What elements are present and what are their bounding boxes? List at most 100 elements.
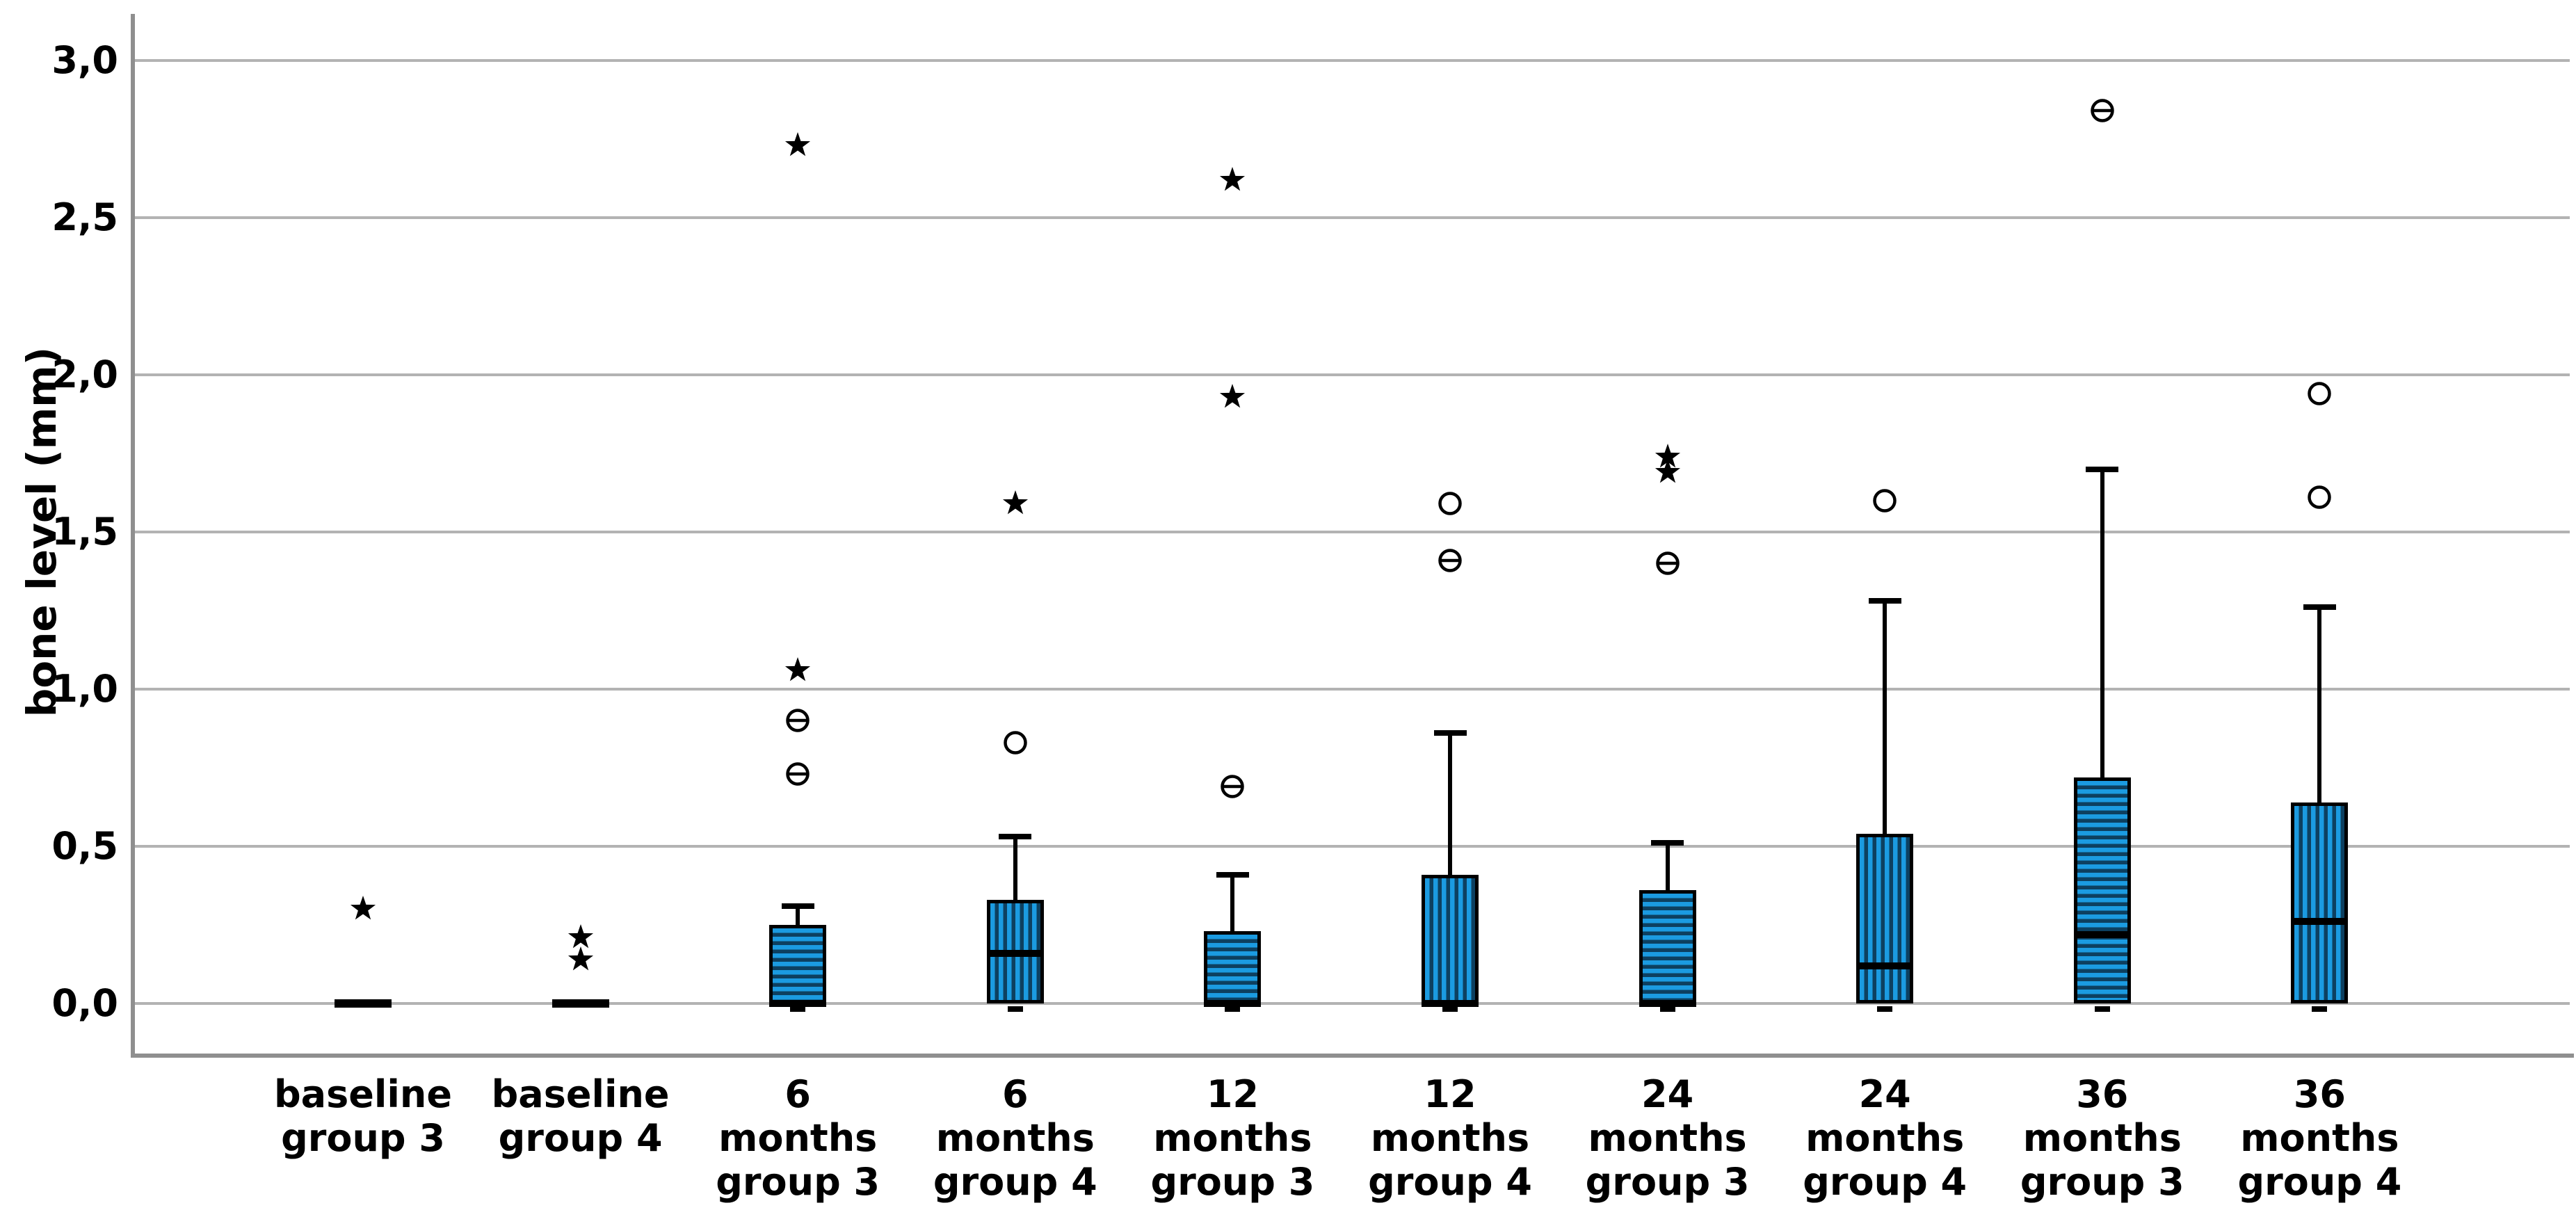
x-category-label-line: months	[2240, 1116, 2399, 1160]
whisker-cap-low	[1442, 1006, 1458, 1012]
y-tick-label: 2,0	[51, 353, 118, 396]
whisker-cap-high	[781, 903, 814, 909]
y-tick-label: 0,0	[51, 981, 118, 1025]
whisker-cap-low	[1225, 1006, 1241, 1012]
box-plot-box	[1422, 874, 1479, 1003]
x-category-label: 6 months group 3	[686, 1072, 909, 1204]
gridline	[133, 216, 2570, 219]
whisker-line	[1230, 874, 1235, 932]
x-category-label-line: months	[1805, 1116, 1965, 1160]
median-line	[2073, 930, 2131, 938]
outlier-circle-marker	[1868, 484, 1901, 517]
x-category-label-line: 12	[1424, 1072, 1476, 1116]
outlier-overlapping-circles-marker	[781, 704, 814, 737]
x-category-label-line: group 4	[1368, 1160, 1532, 1204]
x-category-label-line: group 4	[933, 1160, 1097, 1204]
x-category-label-line: months	[1588, 1116, 1747, 1160]
y-tick-label: 1,0	[51, 667, 118, 711]
gridline	[133, 688, 2570, 691]
outlier-star-marker	[781, 129, 814, 162]
x-category-label-line: 6	[1002, 1072, 1029, 1116]
y-axis-line	[131, 14, 135, 1058]
whisker-cap-high	[999, 834, 1032, 840]
median-line	[1856, 962, 1914, 969]
x-category-label: 12 months group 3	[1121, 1072, 1344, 1204]
gridline	[133, 845, 2570, 848]
x-category-label-line: months	[935, 1116, 1095, 1160]
box-plot-box	[1204, 931, 1262, 1003]
outlier-star-marker	[1216, 380, 1249, 414]
x-category-label-line: 36	[2293, 1072, 2346, 1116]
whisker-cap-high	[2303, 604, 2336, 611]
x-category-label-line: group 4	[1803, 1160, 1967, 1204]
y-tick-label: 0,5	[51, 824, 118, 868]
outlier-circle-marker	[2303, 377, 2336, 410]
whisker-cap-low	[2312, 1006, 2328, 1012]
x-category-label-line: 24	[1858, 1072, 1911, 1116]
box-plot-box	[1856, 833, 1914, 1003]
whisker-cap-high	[1868, 598, 1901, 604]
x-category-label-line: group 3	[1585, 1160, 1750, 1204]
outlier-overlapping-circles-marker	[781, 757, 814, 791]
whisker-cap-low	[2094, 1006, 2110, 1012]
x-category-label: 36 months group 3	[1991, 1072, 2214, 1204]
collapsed-box-at-zero	[552, 999, 609, 1008]
outlier-overlapping-circles-marker	[1216, 770, 1249, 803]
x-category-label: 6 months group 4	[904, 1072, 1127, 1204]
outlier-circle-marker	[1433, 487, 1467, 520]
outlier-star-marker	[999, 487, 1032, 520]
outlier-star-marker	[346, 892, 380, 926]
whisker-line	[1013, 837, 1017, 900]
x-category-label-line: group 3	[281, 1116, 445, 1160]
whisker-cap-high	[1651, 840, 1684, 846]
median-line	[1422, 1000, 1479, 1007]
median-line	[2291, 918, 2349, 926]
outlier-circle-marker	[999, 726, 1032, 759]
whisker-cap-low	[1007, 1006, 1023, 1012]
whisker-line	[796, 905, 800, 925]
outlier-star-marker	[564, 921, 597, 954]
box-plot-box	[2291, 802, 2349, 1003]
x-category-label-line: baseline	[274, 1072, 452, 1116]
outlier-circle-marker	[2303, 481, 2336, 514]
whisker-cap-high	[1216, 871, 1249, 878]
x-category-label: 12 months group 4	[1339, 1072, 1561, 1204]
outlier-star-marker	[1216, 163, 1249, 197]
outlier-overlapping-circles-marker	[1651, 547, 1684, 580]
x-category-label-line: group 4	[2237, 1160, 2402, 1204]
outlier-overlapping-circles-marker	[1433, 544, 1467, 577]
whisker-line	[2100, 469, 2104, 777]
x-category-label-line: group 4	[498, 1116, 663, 1160]
outlier-star-marker	[564, 943, 597, 976]
box-plot-box	[1639, 890, 1696, 1003]
whisker-cap-low	[790, 1006, 806, 1012]
gridline	[133, 1002, 2570, 1005]
gridline	[133, 59, 2570, 62]
outlier-star-marker	[1651, 455, 1684, 489]
whisker-line	[1665, 843, 1670, 891]
x-category-label-line: group 3	[2020, 1160, 2184, 1204]
x-category-label-line: 12	[1206, 1072, 1259, 1116]
y-tick-label: 2,5	[51, 195, 118, 239]
whisker-line	[1883, 601, 1887, 834]
x-category-label-line: baseline	[491, 1072, 670, 1116]
x-category-label-line: months	[718, 1116, 878, 1160]
box-plot-box	[769, 925, 827, 1003]
whisker-line	[2317, 607, 2322, 802]
gridline	[133, 373, 2570, 376]
x-axis-line	[131, 1054, 2574, 1058]
outlier-star-marker	[781, 654, 814, 687]
x-category-label: 36 months group 4	[2208, 1072, 2431, 1204]
x-category-label: baseline group 4	[469, 1072, 692, 1160]
x-category-label-line: months	[1153, 1116, 1312, 1160]
x-category-label-line: 36	[2076, 1072, 2129, 1116]
median-line	[1204, 1000, 1262, 1007]
whisker-cap-high	[1433, 730, 1467, 736]
collapsed-box-at-zero	[335, 999, 392, 1008]
median-line	[986, 949, 1044, 957]
box-plot-box	[2073, 777, 2131, 1003]
whisker-cap-high	[2086, 466, 2119, 472]
x-category-label-line: group 3	[716, 1160, 880, 1204]
x-category-label-line: group 3	[1150, 1160, 1315, 1204]
